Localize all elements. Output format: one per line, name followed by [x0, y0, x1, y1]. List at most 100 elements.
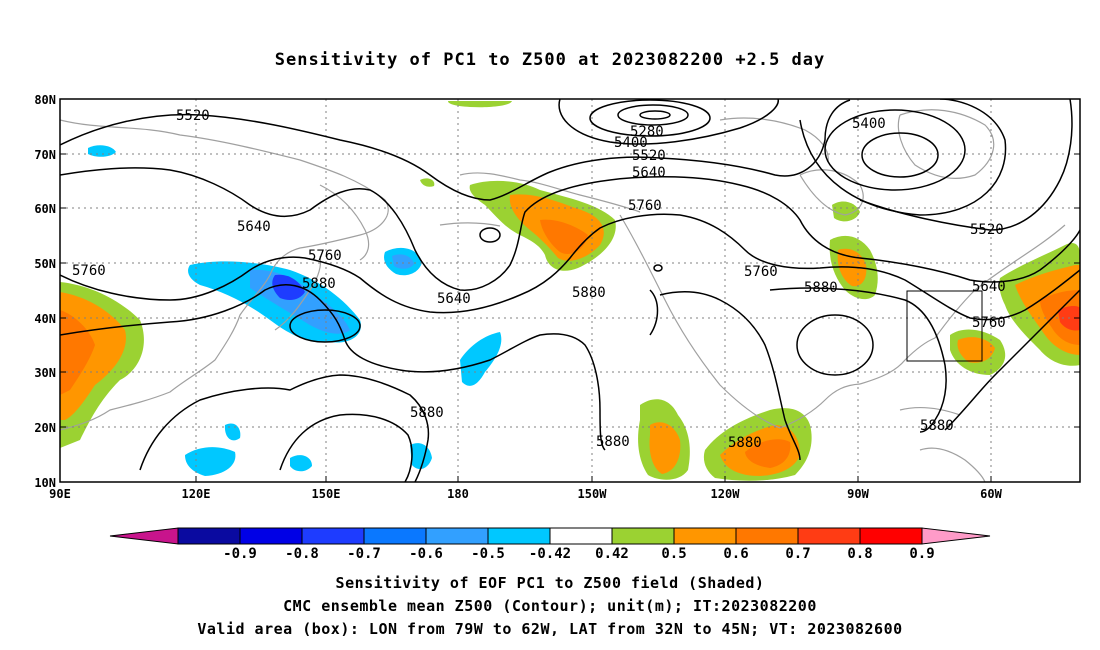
- colorbar-bin: [673, 527, 737, 545]
- contour-5640-small: [479, 227, 501, 243]
- lat-label: 50N: [34, 257, 56, 271]
- contour-label: 5400: [852, 116, 886, 132]
- caption-line-1: Sensitivity of EOF PC1 to Z500 field (Sh…: [335, 574, 765, 592]
- coast-namerica-east: [934, 224, 1066, 339]
- contour-5880-south: [139, 374, 430, 482]
- colorbar-label: -0.5: [471, 546, 505, 562]
- valid-area-box: [906, 290, 983, 362]
- colorbar-label: 0.8: [847, 546, 872, 562]
- contour-5280-low: [617, 104, 689, 126]
- lat-label: 70N: [34, 148, 56, 162]
- contour-5880-south-inner: [279, 413, 413, 482]
- colorbar-above-triangle: [921, 527, 991, 545]
- colorbar-label: -0.7: [347, 546, 381, 562]
- colorbar-label: 0.7: [785, 546, 810, 562]
- colorbar-label: -0.8: [285, 546, 319, 562]
- contour-label: 5760: [72, 263, 106, 279]
- contour-5760-west: [60, 213, 1080, 321]
- contour-label: 5880: [572, 285, 606, 301]
- contour-5280-low-outer: [589, 99, 711, 137]
- coast-asia: [60, 119, 389, 431]
- contour-label: 5520: [970, 222, 1004, 238]
- shade-positive-hudson: [832, 201, 860, 222]
- colorbar-bin: [735, 527, 799, 545]
- colorbar-bin: [549, 527, 613, 545]
- z500-contours: [60, 99, 1080, 482]
- contour-label: 5640: [237, 219, 271, 235]
- shade-negative-arctic: [88, 145, 116, 157]
- lat-label: 10N: [34, 476, 56, 490]
- colorbar-bin: [859, 527, 923, 545]
- contour-label: 5880: [920, 418, 954, 434]
- coast-namerica-west: [619, 214, 781, 429]
- contour-label: 5760: [628, 198, 662, 214]
- colorbar-label: 0.9: [909, 546, 934, 562]
- lat-label: 20N: [34, 421, 56, 435]
- shade-positive-subtrop1-core: [649, 422, 681, 474]
- contour-label: 5880: [596, 434, 630, 450]
- shade-positive-arctic: [448, 101, 512, 108]
- caption-line-3: Valid area (box): LON from 79W to 62W, L…: [197, 620, 903, 638]
- shade-positive-subtrop2-hot: [745, 439, 791, 468]
- contour-label: 5640: [437, 291, 471, 307]
- contour-5880-west: [60, 284, 606, 451]
- contour-5400-greenland-wide: [799, 99, 1007, 216]
- shade-negative-south1: [185, 447, 236, 476]
- colorbar-bin: [425, 527, 489, 545]
- contour-label: 5520: [632, 148, 666, 164]
- coast-aleutians: [439, 222, 501, 227]
- coast-alaska: [459, 172, 641, 213]
- lon-label: 60W: [980, 487, 1002, 501]
- lat-label: 80N: [34, 93, 56, 107]
- tick-marks: [60, 98, 1080, 482]
- lon-label: 90E: [49, 487, 71, 501]
- colorbar-label: -0.6: [409, 546, 443, 562]
- colorbar-bin: [611, 527, 675, 545]
- chart-title: Sensitivity of PC1 to Z500 at 2023082200…: [274, 50, 826, 70]
- lat-label: 30N: [34, 366, 56, 380]
- contour-5640-west: [60, 167, 1080, 291]
- contour-label: 5400: [614, 135, 648, 151]
- colorbar-label: 0.6: [723, 546, 748, 562]
- coast-gulf: [859, 337, 936, 385]
- coast-greenland: [897, 109, 995, 180]
- lon-label: 180: [447, 487, 469, 501]
- colorbar-label: -0.42: [529, 546, 571, 562]
- contour-label: 5880: [804, 280, 838, 296]
- coast-japan: [274, 255, 322, 331]
- contour-label: 5880: [728, 435, 762, 451]
- contour-label: 5520: [176, 108, 210, 124]
- lat-labels: 80N 70N 60N 50N 40N 30N 20N 10N: [34, 93, 56, 490]
- contour-5520-east: [859, 99, 1073, 231]
- contour-5880-east2: [769, 287, 947, 433]
- contour-label: 5760: [744, 264, 778, 280]
- contour-label: 5640: [632, 165, 666, 181]
- contour-labels: 5520 5280 5400 5520 5640 5400 5640 5760 …: [72, 108, 1006, 451]
- shade-negative-npacific: [460, 332, 502, 386]
- contour-5760-small: [653, 264, 663, 272]
- colorbar-bin: [487, 527, 551, 545]
- map-frame: [59, 98, 1081, 483]
- shade-positive-alaska-small: [420, 178, 435, 187]
- colorbar-bin: [301, 527, 365, 545]
- coast-mexico: [779, 383, 861, 429]
- colorbar-bin: [239, 527, 303, 545]
- contour-5280-low-inner: [639, 110, 671, 120]
- contour-5400-greenland: [861, 132, 939, 178]
- lat-label: 60N: [34, 202, 56, 216]
- contour-label: 5280: [630, 124, 664, 140]
- colorbar-bin: [797, 527, 861, 545]
- shade-negative-japan-core: [272, 274, 305, 300]
- contour-5880-east: [659, 290, 801, 461]
- shade-negative-south2: [410, 443, 432, 470]
- colorbar-label: -0.9: [223, 546, 257, 562]
- caption-line-2: CMC ensemble mean Z500 (Contour); unit(m…: [283, 597, 817, 615]
- shade-negative-south3: [290, 455, 312, 472]
- lon-label: 90W: [847, 487, 869, 501]
- coastlines: [60, 109, 1066, 482]
- lat-label: 40N: [34, 312, 56, 326]
- contour-label: 5880: [410, 405, 444, 421]
- contour-5880-atlantic: [944, 289, 1080, 431]
- contour-label: 5760: [972, 315, 1006, 331]
